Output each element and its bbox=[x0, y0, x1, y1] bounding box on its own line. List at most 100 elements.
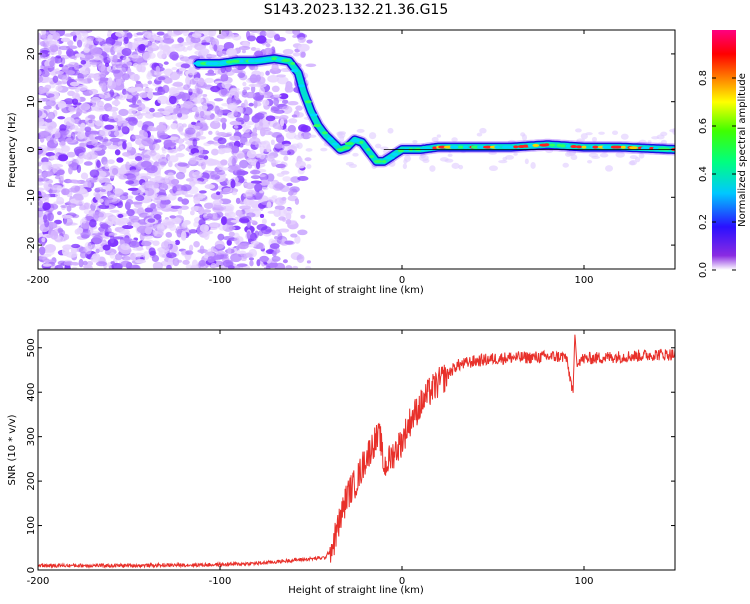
noise-speckle bbox=[79, 251, 88, 259]
noise-speckle bbox=[246, 212, 256, 218]
noise-speckle bbox=[242, 81, 247, 87]
noise-speckle bbox=[247, 163, 253, 169]
noise-speckle bbox=[83, 161, 93, 166]
noise-speckle bbox=[38, 182, 44, 186]
noise-speckle bbox=[259, 127, 266, 137]
noise-speckle bbox=[47, 51, 58, 55]
ridge-hotspot bbox=[476, 145, 485, 149]
noise-speckle bbox=[75, 195, 84, 202]
noise-speckle bbox=[214, 105, 221, 115]
noise-speckle bbox=[133, 222, 140, 228]
noise-speckle bbox=[167, 258, 175, 267]
noise-speckle bbox=[195, 122, 208, 127]
noise-speckle bbox=[177, 112, 183, 118]
noise-speckle bbox=[79, 102, 91, 111]
noise-speckle bbox=[156, 50, 166, 59]
noise-speckle bbox=[136, 32, 144, 36]
noise-speckle bbox=[52, 75, 59, 84]
noise-speckle bbox=[169, 215, 177, 219]
noise-speckle bbox=[104, 181, 113, 191]
noise-speckle bbox=[255, 161, 261, 170]
noise-speckle bbox=[382, 149, 391, 154]
ridge-hotspot bbox=[385, 156, 395, 160]
noise-speckle bbox=[57, 49, 62, 56]
noise-speckle bbox=[259, 30, 268, 37]
noise-speckle bbox=[296, 142, 303, 149]
noise-speckle bbox=[155, 155, 163, 160]
noise-speckle bbox=[78, 205, 87, 211]
noise-speckle bbox=[161, 149, 167, 154]
y-tick-label: 300 bbox=[26, 427, 37, 446]
noise-speckle bbox=[142, 251, 150, 260]
noise-speckle bbox=[109, 209, 120, 213]
noise-speckle bbox=[238, 45, 251, 51]
noise-speckle bbox=[182, 259, 190, 265]
ridge-hotspot bbox=[231, 59, 241, 63]
noise-speckle bbox=[140, 175, 152, 180]
noise-speckle bbox=[402, 163, 407, 170]
noise-speckle bbox=[82, 260, 88, 266]
noise-speckle bbox=[274, 197, 287, 206]
noise-speckle bbox=[210, 85, 221, 93]
noise-speckle bbox=[171, 114, 178, 120]
noise-speckle bbox=[246, 35, 257, 42]
noise-speckle bbox=[250, 131, 258, 139]
noise-speckle bbox=[226, 239, 232, 246]
noise-speckle bbox=[90, 230, 101, 234]
noise-speckle bbox=[141, 240, 152, 247]
snr-y-ticks: 0 100 200 300 400 500 bbox=[26, 338, 675, 573]
noise-speckle bbox=[113, 45, 123, 53]
noise-speckle bbox=[201, 42, 211, 46]
noise-speckle bbox=[143, 31, 152, 39]
snr-series-line bbox=[38, 334, 675, 570]
noise-speckle bbox=[131, 134, 142, 140]
noise-speckle bbox=[61, 75, 69, 85]
noise-speckle bbox=[172, 81, 184, 87]
noise-speckle bbox=[61, 188, 70, 196]
noise-speckle bbox=[117, 213, 124, 219]
noise-speckle bbox=[198, 190, 207, 194]
ridge-hotspot bbox=[602, 145, 613, 149]
ridge-hotspot bbox=[290, 61, 296, 65]
noise-speckle bbox=[163, 61, 169, 65]
noise-speckle bbox=[225, 65, 232, 73]
noise-speckle bbox=[76, 130, 85, 140]
noise-speckle bbox=[47, 212, 54, 222]
noise-speckle bbox=[91, 54, 104, 61]
noise-speckle bbox=[297, 43, 310, 52]
noise-speckle bbox=[218, 31, 227, 40]
noise-speckle bbox=[71, 98, 79, 105]
noise-speckle bbox=[167, 155, 179, 163]
noise-speckle bbox=[80, 60, 87, 65]
noise-speckle bbox=[108, 232, 118, 236]
ridge-hotspot bbox=[592, 145, 599, 149]
noise-speckle bbox=[250, 240, 260, 245]
noise-speckle bbox=[123, 36, 129, 45]
noise-speckle bbox=[121, 126, 129, 133]
noise-speckle bbox=[126, 141, 133, 151]
noise-speckle bbox=[274, 262, 286, 269]
noise-speckle bbox=[190, 180, 203, 185]
noise-speckle bbox=[120, 260, 132, 268]
noise-speckle bbox=[194, 83, 202, 91]
noise-speckle bbox=[306, 260, 311, 264]
noise-speckle bbox=[184, 127, 196, 135]
noise-speckle bbox=[265, 115, 276, 122]
noise-speckle bbox=[124, 42, 137, 50]
noise-speckle bbox=[182, 137, 190, 141]
noise-speckle bbox=[287, 100, 299, 106]
ridge-hotspot bbox=[298, 84, 305, 88]
noise-speckle bbox=[171, 66, 178, 71]
noise-speckle bbox=[253, 64, 259, 71]
noise-speckle bbox=[205, 72, 217, 76]
noise-speckle bbox=[292, 52, 300, 57]
noise-speckle bbox=[183, 84, 190, 91]
noise-speckle bbox=[236, 263, 248, 267]
noise-speckle bbox=[212, 199, 224, 205]
noise-speckle bbox=[233, 125, 239, 129]
colorbar-tick-label: 0.2 bbox=[698, 214, 709, 230]
noise-speckle bbox=[212, 212, 218, 220]
noise-speckle bbox=[237, 242, 249, 250]
noise-speckle bbox=[78, 258, 84, 268]
noise-speckle bbox=[488, 151, 497, 155]
